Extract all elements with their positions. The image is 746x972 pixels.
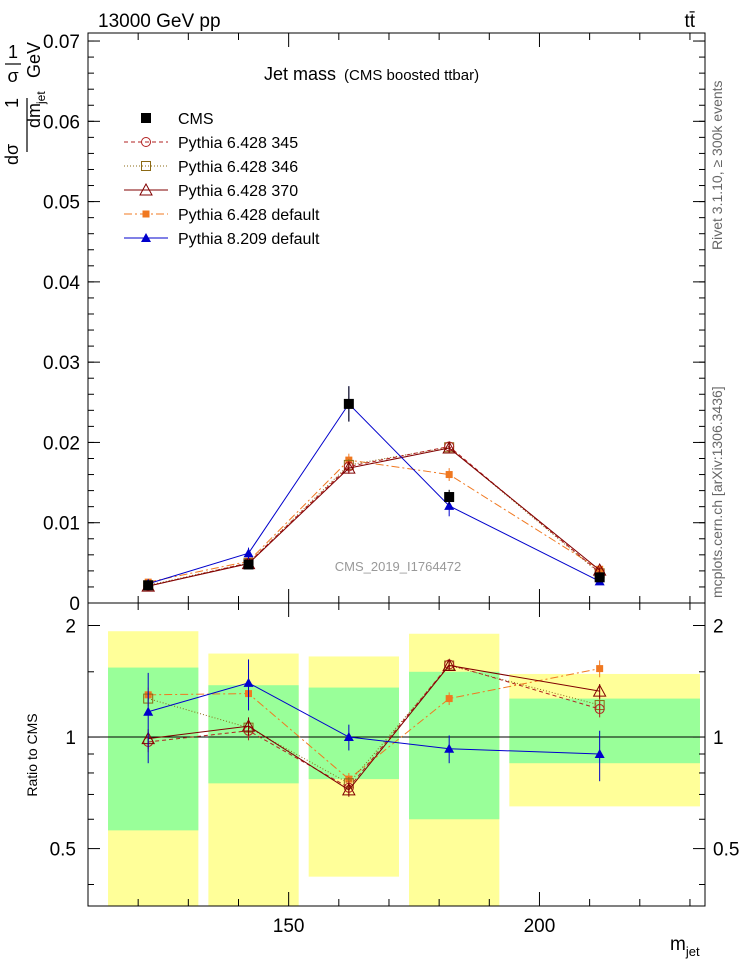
main-y-tick-label: 0.04 <box>43 273 80 294</box>
main-y-tick-label: 0 <box>69 594 80 615</box>
ratio-ylabel: Ratio to CMS <box>24 713 40 796</box>
ratio-axes: 0.5 0.5 1 1 2 2 150 200 <box>50 603 739 937</box>
ratio-series-group <box>141 658 607 797</box>
main-y-tick-label: 0.07 <box>43 32 80 53</box>
ratio-point-pdef <box>596 665 604 673</box>
energy-label: 13000 GeV pp <box>98 11 221 32</box>
xlabel-main: m <box>670 934 686 955</box>
ylabel-dsigma: dσ <box>2 144 22 165</box>
ylabel-sigma: σ <box>7 66 18 86</box>
x-tick-label: 150 <box>273 916 305 937</box>
ylabel-gev: GeV <box>24 42 44 78</box>
title-main: Jet mass <box>264 64 336 84</box>
series-cms <box>143 386 605 591</box>
point-cms <box>243 559 254 570</box>
ylabel-dsigma-num: dσ <box>2 144 22 165</box>
ratio-point-p8 <box>594 749 605 759</box>
point-pdef <box>445 471 453 479</box>
ratio-point-p8 <box>243 677 254 687</box>
ratio-point-p370 <box>592 684 607 697</box>
chart-title: Jet mass (CMS boosted ttbar) <box>264 64 479 84</box>
rivet-label: Rivet 3.1.10, ≥ 300k events <box>709 80 725 250</box>
legend-label-p346: Pythia 6.428 346 <box>178 159 298 176</box>
legend-entry-p346: Pythia 6.428 346 <box>124 159 298 176</box>
ratio-line-pdef <box>148 668 600 780</box>
ratio-series-p8 <box>143 659 605 782</box>
legend-label-cms: CMS <box>178 111 214 128</box>
green-band <box>308 687 400 780</box>
green-band <box>208 685 299 784</box>
legend-label-pdef: Pythia 6.428 default <box>178 207 320 224</box>
main-y-tick-label: 0.06 <box>43 112 80 133</box>
process-label: tt̄ <box>684 11 695 32</box>
ratio-y-tick-label: 2 <box>65 616 76 637</box>
x-tick-label: 200 <box>524 916 556 937</box>
ylabel-dm-text: dm <box>24 103 44 128</box>
legend-marker-pdef <box>142 210 150 218</box>
green-band <box>509 698 700 764</box>
main-series-group <box>141 386 607 592</box>
main-y-tick-label: 0.05 <box>43 193 80 214</box>
ratio-line-p345 <box>148 663 600 789</box>
legend: CMS Pythia 6.428 345 Pythia 6.428 346 Pythi… <box>124 111 320 248</box>
point-p8 <box>444 500 455 510</box>
ylabel-dm: dm <box>24 103 44 128</box>
ratio-y-tick-label: 1 <box>65 728 76 749</box>
legend-marker-cms <box>141 113 151 123</box>
point-p370 <box>442 441 457 454</box>
ylabel-dm-sub: jet <box>34 91 48 105</box>
ratio-y-tick-label: 0.5 <box>50 840 76 861</box>
legend-label-p370: Pythia 6.428 370 <box>178 183 298 200</box>
main-y-tick-label: 0.01 <box>43 514 80 535</box>
ylabel-one: 1 <box>8 42 18 62</box>
ratio-point-p370 <box>342 782 356 796</box>
ratio-bands <box>108 631 700 906</box>
main-y-axis: 0 0.01 0.02 0.03 0.04 0.05 0.06 0.07 <box>43 32 705 615</box>
main-ylabel: 1 σ dσ dm jet 1 GeV <box>2 42 48 165</box>
legend-entry-p8: Pythia 8.209 default <box>124 231 320 248</box>
point-p8 <box>243 548 254 558</box>
ratio-point-p345 <box>594 704 605 715</box>
mcplots-label: mcplots.cern.ch [arXiv:1306.3436] <box>709 386 725 598</box>
legend-entry-pdef: Pythia 6.428 default <box>124 207 320 224</box>
ratio-point-p370 <box>442 658 457 671</box>
analysis-watermark: CMS_2019_I1764472 <box>335 559 462 574</box>
legend-marker-p345 <box>141 137 151 147</box>
green-band <box>108 667 199 831</box>
ratio-point-p8 <box>343 732 354 742</box>
ratio-point-p370 <box>241 719 256 732</box>
legend-label-p345: Pythia 6.428 345 <box>178 135 298 152</box>
ratio-point-pdef <box>445 695 453 703</box>
legend-marker-p8 <box>141 233 151 242</box>
ratio-point-p8 <box>143 706 154 716</box>
xlabel: mjet <box>670 934 700 959</box>
legend-entry-p345: Pythia 6.428 345 <box>124 135 298 152</box>
ratio-y-tick-label-right: 0.5 <box>713 840 739 861</box>
line-p8 <box>148 403 600 585</box>
point-cms <box>343 398 354 409</box>
ratio-point-p8 <box>444 743 455 753</box>
legend-label-p8: Pythia 8.209 default <box>178 231 320 248</box>
main-y-tick-label: 0.03 <box>43 353 80 374</box>
legend-entry-p370: Pythia 6.428 370 <box>124 182 298 200</box>
ratio-y-tick-label-right: 1 <box>713 728 724 749</box>
point-cms <box>594 572 605 583</box>
point-cms <box>143 580 154 591</box>
title-sub: (CMS boosted ttbar) <box>344 67 479 84</box>
main-y-tick-label: 0.02 <box>43 433 80 454</box>
series-p8 <box>143 386 605 588</box>
ylabel-one-b: 1 <box>2 98 22 108</box>
ratio-y-tick-label-right: 2 <box>713 616 724 637</box>
legend-entry-cms: CMS <box>141 111 214 128</box>
xlabel-sub: jet <box>685 944 700 959</box>
legend-marker-p346 <box>141 161 151 171</box>
point-p370 <box>342 461 356 474</box>
legend-marker-p370 <box>139 182 153 196</box>
point-cms <box>444 492 455 503</box>
